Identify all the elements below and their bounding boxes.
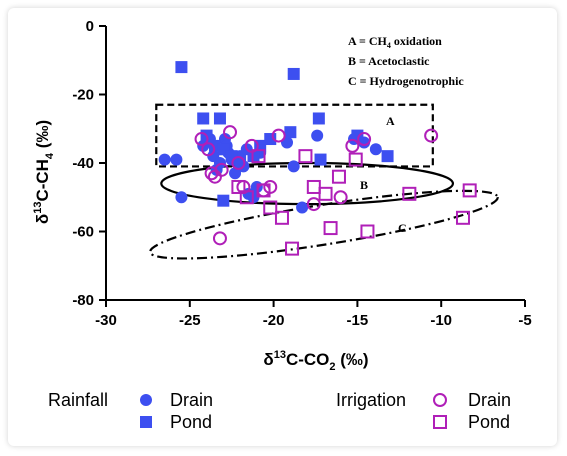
irrigation-pond-point bbox=[462, 183, 477, 198]
irrigation-pond-point bbox=[306, 179, 321, 194]
irrigation-pond-point bbox=[251, 149, 266, 164]
key-line-c: C = Hydrogenotrophic bbox=[348, 74, 464, 88]
x-tick-label: -30 bbox=[95, 312, 117, 329]
y-tick-label: -40 bbox=[72, 155, 94, 172]
region-label-b: B bbox=[360, 178, 368, 192]
irrigation-pond-point bbox=[331, 169, 346, 184]
irrigation-pond-point bbox=[455, 210, 470, 225]
chart-card: -30 -25 -20 -15 -10 -5 0 -20 -40 -60 -80 A = CH4 o… bbox=[8, 8, 557, 446]
y-tick-label: 0 bbox=[86, 18, 94, 35]
legend-marker-rainfall-pond bbox=[140, 416, 152, 428]
x-tick-label: -20 bbox=[263, 312, 285, 329]
rainfall-drain-point bbox=[175, 191, 188, 204]
rainfall-drain-point bbox=[369, 143, 382, 156]
y-tick-label: -20 bbox=[72, 87, 94, 104]
region-c-outline bbox=[148, 189, 499, 260]
key-line-a: A = CH4 oxidation bbox=[348, 34, 442, 50]
legend-label-irrigation-drain: Drain bbox=[468, 390, 511, 410]
plot-points bbox=[158, 61, 477, 256]
scatter-chart: -30 -25 -20 -15 -10 -5 0 -20 -40 -60 -80 A = CH4 o… bbox=[32, 18, 532, 432]
legend: Rainfall Drain Pond Irrigation Drain Pon… bbox=[48, 390, 511, 432]
irrigation-pond-point bbox=[231, 179, 246, 194]
legend-marker-irrigation-drain bbox=[433, 393, 447, 407]
irrigation-pond-point bbox=[263, 200, 278, 215]
legend-label-rainfall-drain: Drain bbox=[170, 390, 213, 410]
legend-group-irrigation: Irrigation bbox=[336, 390, 406, 410]
rainfall-pond-point bbox=[197, 112, 210, 125]
legend-marker-irrigation-pond bbox=[433, 415, 447, 429]
irrigation-drain-point bbox=[201, 142, 216, 157]
irrigation-pond-point bbox=[298, 149, 313, 164]
x-tick-label: -15 bbox=[347, 312, 369, 329]
rainfall-pond-point bbox=[217, 194, 230, 207]
irrigation-pond-point bbox=[274, 210, 289, 225]
rainfall-pond-point bbox=[175, 61, 188, 74]
rainfall-drain-point bbox=[158, 153, 171, 166]
irrigation-drain-point bbox=[231, 156, 246, 170]
rainfall-pond-point bbox=[213, 112, 226, 125]
irrigation-drain-point bbox=[424, 128, 439, 143]
rainfall-drain-point bbox=[296, 201, 309, 214]
rainfall-pond-point bbox=[287, 67, 300, 80]
x-tick-label: -5 bbox=[518, 312, 531, 329]
rainfall-pond-point bbox=[314, 153, 327, 166]
irrigation-pond-point bbox=[360, 224, 375, 239]
legend-marker-rainfall-drain bbox=[140, 394, 152, 406]
rainfall-pond-point bbox=[351, 129, 364, 142]
legend-label-rainfall-pond: Pond bbox=[170, 412, 212, 432]
y-axis-label: δ13C-CH4 (‰) bbox=[32, 120, 56, 224]
rainfall-pond-point bbox=[381, 150, 394, 163]
rainfall-drain-point bbox=[311, 129, 324, 142]
irrigation-drain-point bbox=[194, 132, 209, 147]
rainfall-drain-point bbox=[170, 153, 183, 166]
rainfall-pond-point bbox=[312, 112, 325, 125]
key-line-b: B = Acetoclastic bbox=[348, 54, 430, 68]
irrigation-pond-point bbox=[239, 190, 254, 205]
region-label-c: C bbox=[398, 221, 407, 235]
irrigation-drain-point bbox=[333, 190, 348, 205]
rainfall-drain-point bbox=[287, 160, 300, 173]
irrigation-drain-point bbox=[223, 125, 238, 140]
x-tick-label: -25 bbox=[179, 312, 201, 329]
irrigation-drain-point bbox=[214, 162, 229, 177]
rainfall-drain-point bbox=[229, 167, 242, 180]
rainfall-drain-point bbox=[281, 136, 294, 149]
irrigation-drain-point bbox=[271, 128, 286, 143]
irrigation-drain-point bbox=[212, 231, 227, 246]
axis-ticks: -30 -25 -20 -15 -10 -5 0 -20 -40 -60 -80 bbox=[72, 18, 531, 329]
x-axis-label: δ13C-CO2 (‰) bbox=[263, 349, 368, 373]
x-tick-label: -10 bbox=[430, 312, 452, 329]
region-label-a: A bbox=[386, 114, 395, 128]
legend-group-rainfall: Rainfall bbox=[48, 390, 108, 410]
legend-label-irrigation-pond: Pond bbox=[468, 412, 510, 432]
irrigation-pond-point bbox=[256, 183, 271, 198]
irrigation-drain-point bbox=[306, 197, 321, 212]
rainfall-pond-point bbox=[284, 126, 297, 139]
irrigation-pond-point bbox=[318, 186, 333, 201]
irrigation-pond-point bbox=[402, 186, 417, 201]
y-tick-label: -60 bbox=[72, 224, 94, 241]
irrigation-pond-point bbox=[285, 241, 300, 256]
irrigation-drain-point bbox=[357, 132, 372, 147]
y-tick-label: -80 bbox=[72, 292, 94, 309]
irrigation-pond-point bbox=[348, 152, 363, 167]
irrigation-pond-point bbox=[323, 221, 338, 236]
irrigation-drain-point bbox=[345, 138, 360, 153]
